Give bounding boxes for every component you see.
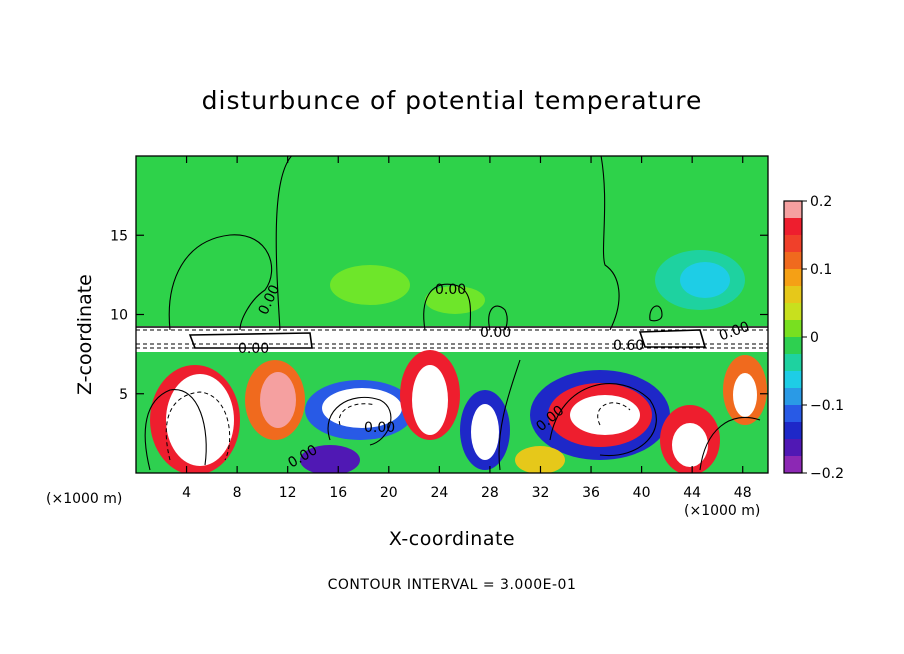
field-eddy <box>260 372 296 428</box>
colorbar-swatch <box>784 303 802 321</box>
x-axis-label: X-coordinate <box>388 528 516 550</box>
x-tick-label: 28 <box>481 485 499 501</box>
colorbar-swatch <box>784 320 802 338</box>
colorbar-swatch <box>784 422 802 440</box>
inversion-boundary <box>136 326 768 349</box>
field-eddy <box>471 404 499 460</box>
contour-label: 0.60 <box>613 338 644 354</box>
chart-title: disturbunce of potential temperature <box>201 86 703 115</box>
colorbar-swatch <box>784 286 802 304</box>
x-tick-label: 16 <box>329 485 347 501</box>
x-tick-label: 36 <box>582 485 600 501</box>
y-tick-label: 5 <box>119 387 128 403</box>
field-eddy <box>570 395 640 435</box>
x-tick-label: 44 <box>683 485 701 501</box>
colorbar-swatch <box>784 371 802 389</box>
field-eddy <box>515 446 565 473</box>
x-tick-label: 8 <box>233 485 242 501</box>
field-eddy <box>166 374 234 466</box>
x-tick-label: 4 <box>182 485 191 501</box>
contour-label: 0.00 <box>364 420 395 436</box>
x-unit-label-right: (×1000 m) <box>684 503 761 519</box>
colorbar-swatch <box>784 337 802 355</box>
x-unit-label-left: (×1000 m) <box>46 491 123 507</box>
field-eddy <box>322 388 402 428</box>
field-eddy <box>672 423 708 467</box>
colorbar-swatch <box>784 354 802 372</box>
x-tick-label: 12 <box>279 485 297 501</box>
x-tick-label: 24 <box>430 485 448 501</box>
contour-interval-text: CONTOUR INTERVAL = 3.000E-01 <box>327 577 577 593</box>
colorbar-swatch <box>784 388 802 406</box>
colorbar-swatch <box>784 235 802 253</box>
field-warm-blob <box>330 265 410 305</box>
x-tick-label: 32 <box>532 485 550 501</box>
x-axis: 4 8 12 16 20 24 28 32 36 40 44 48 <box>182 156 752 501</box>
field-eddy <box>733 373 757 417</box>
colorbar-swatch <box>784 456 802 474</box>
contour-label: 0.00 <box>435 282 466 298</box>
y-tick-label: 15 <box>110 228 128 244</box>
colorbar-swatch <box>784 252 802 270</box>
colorbar-swatch <box>784 269 802 287</box>
contour-label: 0.00 <box>480 325 511 341</box>
field-cool-blob <box>680 262 730 298</box>
colorbar: 0.2 0.1 0 −0.1 −0.2 <box>783 194 844 482</box>
colorbar-tick-label: −0.2 <box>810 466 844 482</box>
field-eddy <box>412 365 448 435</box>
y-tick-label: 10 <box>110 308 128 324</box>
contour-label: 0.00 <box>238 341 269 357</box>
colorbar-swatch <box>784 201 802 219</box>
colorbar-tick-label: 0 <box>810 330 819 346</box>
y-axis-label: Z-coordinate <box>74 274 96 395</box>
heatmap-field <box>136 156 768 473</box>
colorbar-swatch <box>784 405 802 423</box>
x-tick-label: 48 <box>734 485 752 501</box>
x-tick-label: 40 <box>633 485 651 501</box>
colorbar-swatch <box>784 218 802 236</box>
colorbar-swatch <box>784 439 802 457</box>
colorbar-tick-label: −0.1 <box>810 398 844 414</box>
contour-lines <box>144 156 761 471</box>
colorbar-tick-label: 0.2 <box>810 194 832 210</box>
colorbar-tick-label: 0.1 <box>810 262 832 278</box>
y-axis: 5 10 15 <box>110 228 768 403</box>
x-tick-label: 20 <box>380 485 398 501</box>
field-eddy <box>300 445 360 473</box>
